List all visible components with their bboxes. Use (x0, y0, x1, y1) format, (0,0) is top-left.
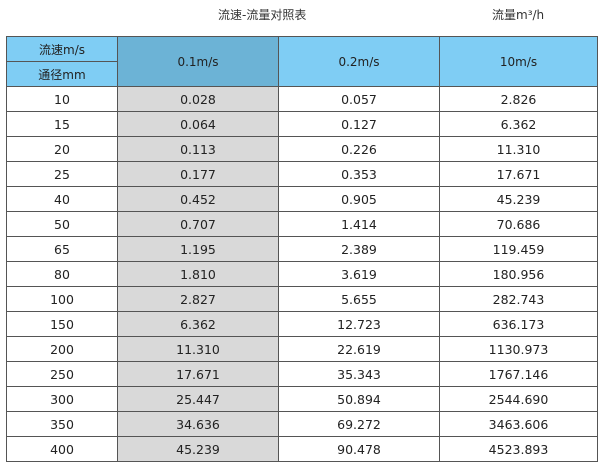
diameter-cell: 400 (6, 436, 118, 462)
flow-cell: 2.826 (439, 86, 598, 112)
flow-cell: 0.226 (278, 136, 440, 162)
flow-cell: 17.671 (117, 361, 279, 387)
flow-cell: 4523.893 (439, 436, 598, 462)
diameter-cell: 200 (6, 336, 118, 362)
diameter-cell: 20 (6, 136, 118, 162)
table-row: 50 0.707 1.414 70.686 (6, 211, 598, 237)
table-row: 150 6.362 12.723 636.173 (6, 311, 598, 337)
column-header: 10m/s (439, 36, 598, 87)
table-row: 10 0.028 0.057 2.826 (6, 86, 598, 112)
table-row: 250 17.671 35.343 1767.146 (6, 361, 598, 387)
flow-cell: 6.362 (439, 111, 598, 137)
diameter-cell: 250 (6, 361, 118, 387)
flow-cell: 0.905 (278, 186, 440, 212)
table-row: 65 1.195 2.389 119.459 (6, 236, 598, 262)
table-row: 350 34.636 69.272 3463.606 (6, 411, 598, 437)
column-header: 0.2m/s (278, 36, 440, 87)
diameter-cell: 150 (6, 311, 118, 337)
flow-cell: 0.028 (117, 86, 279, 112)
flow-cell: 5.655 (278, 286, 440, 312)
flow-cell: 90.478 (278, 436, 440, 462)
diameter-header: 通径mm (6, 61, 118, 87)
flow-cell: 1.195 (117, 236, 279, 262)
table-row: 200 11.310 22.619 1130.973 (6, 336, 598, 362)
flow-cell: 25.447 (117, 386, 279, 412)
diameter-cell: 100 (6, 286, 118, 312)
diameter-cell: 80 (6, 261, 118, 287)
flow-cell: 0.113 (117, 136, 279, 162)
flow-cell: 282.743 (439, 286, 598, 312)
flow-cell: 11.310 (117, 336, 279, 362)
flow-cell: 1.414 (278, 211, 440, 237)
table-row: 80 1.810 3.619 180.956 (6, 261, 598, 287)
unit-label: 流量m³/h (492, 8, 545, 22)
flow-cell: 0.707 (117, 211, 279, 237)
flow-cell: 12.723 (278, 311, 440, 337)
table-row: 300 25.447 50.894 2544.690 (6, 386, 598, 412)
flow-cell: 34.636 (117, 411, 279, 437)
flow-cell: 3.619 (278, 261, 440, 287)
flow-cell: 0.064 (117, 111, 279, 137)
flow-cell: 50.894 (278, 386, 440, 412)
column-header: 0.1m/s (117, 36, 279, 87)
flow-cell: 45.239 (117, 436, 279, 462)
flow-cell: 35.343 (278, 361, 440, 387)
flow-cell: 70.686 (439, 211, 598, 237)
table-row: 15 0.064 0.127 6.362 (6, 111, 598, 137)
diameter-cell: 350 (6, 411, 118, 437)
flow-cell: 0.452 (117, 186, 279, 212)
flow-cell: 11.310 (439, 136, 598, 162)
diameter-cell: 40 (6, 186, 118, 212)
flow-cell: 636.173 (439, 311, 598, 337)
table-row: 40 0.452 0.905 45.239 (6, 186, 598, 212)
table-row: 100 2.827 5.655 282.743 (6, 286, 598, 312)
flow-cell: 69.272 (278, 411, 440, 437)
flow-cell: 0.057 (278, 86, 440, 112)
flow-cell: 17.671 (439, 161, 598, 187)
flow-cell: 2.389 (278, 236, 440, 262)
header-row: 流速m/s 0.1m/s 0.2m/s 10m/s (6, 36, 598, 87)
table-row: 20 0.113 0.226 11.310 (6, 136, 598, 162)
diameter-cell: 15 (6, 111, 118, 137)
flow-cell: 119.459 (439, 236, 598, 262)
flow-cell: 1130.973 (439, 336, 598, 362)
flow-cell: 45.239 (439, 186, 598, 212)
flow-cell: 1767.146 (439, 361, 598, 387)
table-title: 流速-流量对照表 (218, 8, 307, 22)
flow-cell: 2.827 (117, 286, 279, 312)
table-row: 25 0.177 0.353 17.671 (6, 161, 598, 187)
velocity-header: 流速m/s (6, 36, 118, 62)
table-row: 400 45.239 90.478 4523.893 (6, 436, 598, 462)
flow-cell: 0.127 (278, 111, 440, 137)
flow-cell: 0.177 (117, 161, 279, 187)
diameter-cell: 50 (6, 211, 118, 237)
flow-cell: 6.362 (117, 311, 279, 337)
flow-cell: 2544.690 (439, 386, 598, 412)
flow-cell: 3463.606 (439, 411, 598, 437)
diameter-cell: 65 (6, 236, 118, 262)
flow-cell: 0.353 (278, 161, 440, 187)
diameter-cell: 300 (6, 386, 118, 412)
flow-cell: 180.956 (439, 261, 598, 287)
flow-cell: 22.619 (278, 336, 440, 362)
diameter-cell: 25 (6, 161, 118, 187)
diameter-cell: 10 (6, 86, 118, 112)
flow-cell: 1.810 (117, 261, 279, 287)
flow-table: 流速m/s 0.1m/s 0.2m/s 10m/s 通径mm 10 0.028 0.… (6, 36, 598, 462)
